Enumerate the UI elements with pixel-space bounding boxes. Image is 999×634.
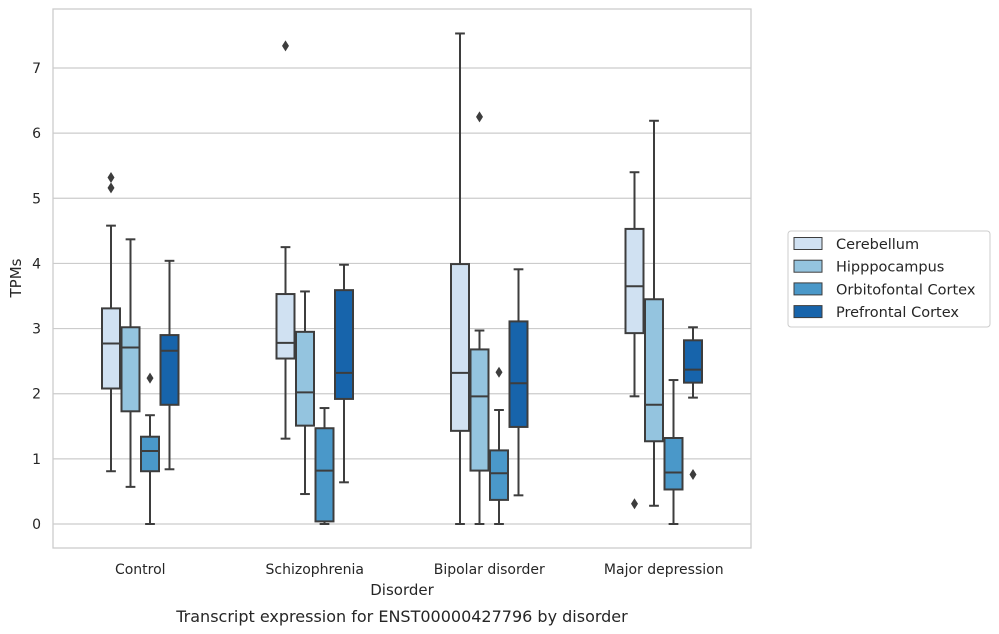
box-hipppocampus bbox=[295, 290, 315, 496]
box-cerebellum bbox=[101, 171, 121, 473]
legend-label: Prefrontal Cortex bbox=[836, 305, 959, 321]
y-tick-label: 4 bbox=[32, 256, 41, 272]
box-prefrontal-cortex bbox=[159, 259, 180, 471]
box-body bbox=[120, 326, 141, 413]
box-orbitofontal-cortex bbox=[140, 372, 160, 525]
box-body bbox=[644, 298, 664, 443]
box-prefrontal-cortex bbox=[508, 268, 529, 497]
x-axis-title: Disorder bbox=[370, 581, 434, 599]
y-tick-label: 3 bbox=[32, 322, 41, 338]
y-axis-ticks: 0 1 2 3 4 5 6 7 bbox=[32, 61, 41, 533]
y-axis-title: TPMs bbox=[7, 258, 25, 298]
outlier-point bbox=[631, 498, 638, 510]
box-hipppocampus bbox=[120, 238, 141, 488]
box-body bbox=[683, 339, 703, 384]
y-tick-label: 5 bbox=[32, 191, 41, 207]
legend: Cerebellum Hipppocampus Orbitofontal Corte… bbox=[787, 230, 991, 328]
x-axis-ticks: Control Schizophrenia Bipolar disorder Majo… bbox=[115, 562, 724, 578]
box-prefrontal-cortex bbox=[334, 263, 354, 484]
plot-frame bbox=[52, 8, 752, 549]
y-tick-label: 1 bbox=[32, 452, 41, 468]
box-body bbox=[101, 307, 121, 390]
box-orbitofontal-cortex bbox=[663, 379, 684, 525]
outlier-point bbox=[107, 182, 115, 194]
box-hipppocampus bbox=[469, 111, 490, 525]
box-body bbox=[140, 435, 160, 473]
outlier-point bbox=[476, 111, 483, 123]
box-body bbox=[489, 449, 509, 501]
legend-swatch bbox=[793, 237, 823, 250]
legend-label: Orbitofontal Cortex bbox=[836, 282, 976, 298]
y-tick-label: 6 bbox=[32, 126, 41, 142]
box-body bbox=[295, 330, 315, 427]
box-body bbox=[159, 334, 180, 406]
box-prefrontal-cortex bbox=[683, 326, 703, 480]
box-cerebellum bbox=[450, 32, 470, 525]
box-orbitofontal-cortex bbox=[489, 366, 509, 525]
box-body bbox=[314, 427, 335, 523]
y-tick-label: 7 bbox=[32, 61, 41, 77]
box-body bbox=[508, 320, 529, 428]
box-body bbox=[624, 227, 645, 335]
y-tick-label: 0 bbox=[32, 517, 41, 533]
legend-frame bbox=[787, 230, 991, 328]
box-orbitofontal-cortex bbox=[314, 407, 335, 525]
box-body bbox=[450, 263, 470, 432]
legend-swatch bbox=[793, 305, 823, 319]
outlier-point bbox=[495, 366, 503, 378]
legend-label: Hipppocampus bbox=[836, 260, 944, 276]
legend-label: Cerebellum bbox=[836, 237, 919, 253]
box-cerebellum bbox=[624, 171, 645, 510]
outlier-point bbox=[107, 171, 115, 183]
box-hipppocampus bbox=[644, 119, 664, 507]
y-tick-label: 2 bbox=[32, 387, 41, 403]
x-tick-label: Bipolar disorder bbox=[434, 562, 545, 578]
legend-swatch bbox=[793, 259, 823, 273]
box-body bbox=[469, 348, 490, 472]
box-body bbox=[275, 293, 296, 360]
outlier-point bbox=[282, 40, 289, 52]
outlier-point bbox=[689, 468, 697, 480]
x-tick-label: Control bbox=[115, 562, 166, 578]
box-body bbox=[663, 437, 684, 491]
box-series bbox=[101, 32, 703, 525]
x-tick-label: Schizophrenia bbox=[266, 562, 364, 578]
outlier-point bbox=[146, 372, 154, 384]
box-cerebellum bbox=[275, 40, 296, 440]
x-tick-label: Major depression bbox=[604, 562, 724, 578]
legend-swatch bbox=[793, 282, 823, 296]
chart-caption: Transcript expression for ENST0000042779… bbox=[175, 607, 628, 626]
box-body bbox=[334, 289, 354, 400]
